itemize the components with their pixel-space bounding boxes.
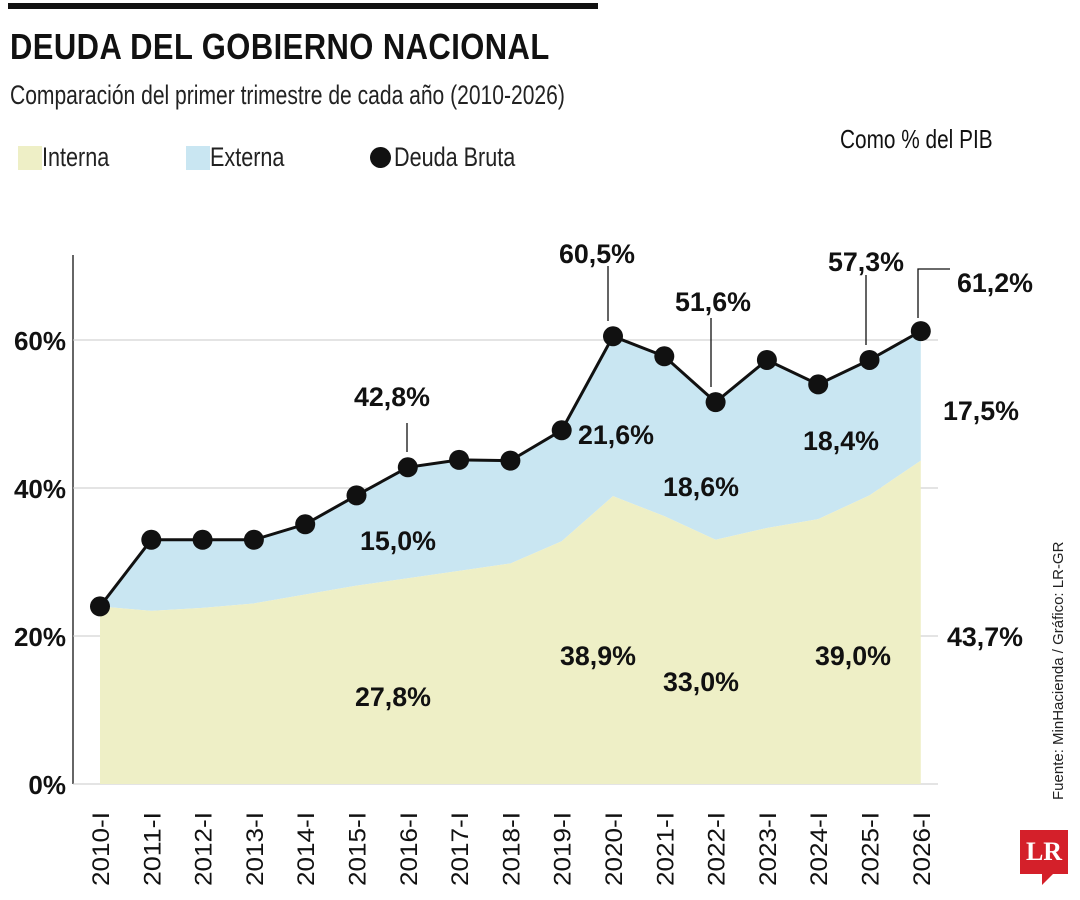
- deuda-bruta-point: [808, 374, 829, 395]
- data-label: 57,3%: [828, 247, 904, 277]
- lr-logo: LR: [1020, 830, 1068, 874]
- legend-item-deuda-bruta: Deuda Bruta: [370, 142, 546, 173]
- x-tick-label: 2025-I: [858, 812, 885, 886]
- top-rule: [8, 3, 598, 9]
- area-externa: [100, 331, 921, 611]
- deuda-bruta-point: [910, 321, 931, 342]
- data-label: 21,6%: [578, 420, 654, 450]
- x-tick-label: 2023-I: [755, 812, 782, 886]
- deuda-bruta-point: [397, 457, 418, 478]
- y-tick-label: 20%: [14, 622, 66, 652]
- data-label: 15,0%: [360, 526, 436, 556]
- legend-swatch-interna: [18, 145, 42, 170]
- x-tick-label: 2026-I: [909, 812, 936, 886]
- x-tick-label: 2019-I: [550, 812, 577, 886]
- units-label: Como % del PIB: [840, 124, 993, 154]
- data-label: 27,8%: [355, 682, 431, 712]
- data-label: 18,6%: [663, 472, 739, 502]
- legend-dot-deuda-bruta: [370, 147, 391, 168]
- x-tick-label: 2010-I: [88, 812, 115, 886]
- deuda-bruta-point: [449, 449, 470, 470]
- deuda-bruta-point: [192, 529, 213, 550]
- deuda-bruta-point: [705, 392, 726, 413]
- data-label: 38,9%: [560, 641, 636, 671]
- source-credit: Fuente: MinHacienda / Gráfico: LR-GR: [1050, 541, 1067, 800]
- annotation-leader-line: [917, 268, 950, 318]
- legend: Interna Externa Deuda Bruta: [0, 142, 700, 182]
- deuda-bruta-point: [654, 346, 675, 367]
- legend-label-externa: Externa: [210, 142, 285, 172]
- data-label: 42,8%: [354, 382, 430, 412]
- chart-title: DEUDA DEL GOBIERNO NACIONAL: [10, 26, 550, 67]
- deuda-bruta-point: [90, 596, 110, 617]
- y-tick-label: 60%: [14, 326, 66, 356]
- legend-swatch-externa: [186, 145, 210, 170]
- deuda-bruta-point: [500, 450, 521, 471]
- deuda-bruta-point: [243, 529, 264, 550]
- x-tick-label: 2014-I: [293, 812, 320, 886]
- data-label: 39,0%: [815, 641, 891, 671]
- x-tick-label: 2015-I: [345, 812, 372, 886]
- legend-item-externa: Externa: [186, 142, 303, 173]
- x-tick-label: 2017-I: [447, 812, 474, 886]
- x-tick-label: 2012-I: [191, 812, 218, 886]
- deuda-bruta-point: [346, 485, 367, 506]
- legend-item-interna: Interna: [18, 142, 126, 173]
- y-tick-label: 0%: [28, 770, 66, 800]
- data-label: 17,5%: [943, 396, 1019, 426]
- deuda-bruta-point: [603, 326, 623, 347]
- x-tick-label: 2022-I: [704, 812, 731, 886]
- data-label: 60,5%: [559, 239, 635, 269]
- x-tick-label: 2024-I: [806, 812, 833, 886]
- deuda-bruta-point: [141, 529, 162, 550]
- lr-logo-tail: [1042, 873, 1054, 885]
- deuda-bruta-point: [295, 514, 316, 535]
- deuda-bruta-point: [756, 349, 777, 370]
- y-tick-label: 40%: [14, 474, 66, 504]
- x-tick-label: 2013-I: [242, 812, 269, 886]
- x-tick-label: 2011-I: [139, 812, 166, 886]
- legend-label-interna: Interna: [42, 142, 110, 172]
- legend-label-deuda-bruta: Deuda Bruta: [394, 142, 516, 172]
- x-tick-label: 2020-I: [601, 812, 628, 886]
- chart-subtitle: Comparación del primer trimestre de cada…: [10, 80, 565, 110]
- x-tick-label: 2021-I: [652, 812, 679, 886]
- data-label: 43,7%: [947, 622, 1023, 652]
- data-label: 61,2%: [957, 268, 1033, 298]
- data-label: 33,0%: [663, 667, 739, 697]
- x-tick-label: 2018-I: [498, 812, 525, 886]
- x-tick-label: 2016-I: [396, 812, 423, 886]
- data-label: 18,4%: [803, 426, 879, 456]
- area-interna: [100, 460, 921, 784]
- data-label: 51,6%: [675, 287, 751, 317]
- deuda-bruta-point: [551, 420, 572, 441]
- deuda-bruta-point: [859, 349, 880, 370]
